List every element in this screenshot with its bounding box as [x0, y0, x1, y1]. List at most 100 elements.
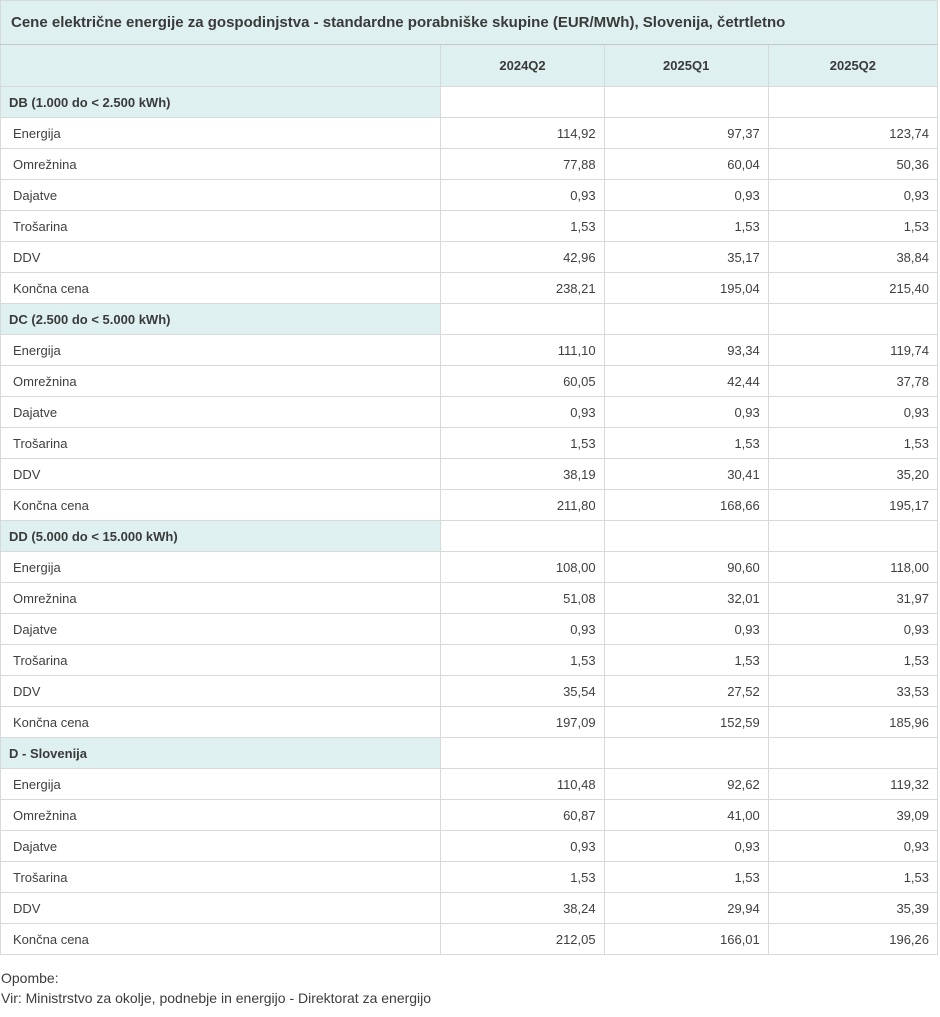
group-empty-cell	[440, 303, 605, 335]
group-header-row: D - Slovenija	[0, 737, 939, 769]
group-header-row: DD (5.000 do < 15.000 kWh)	[0, 520, 939, 552]
value-cell: 1,53	[603, 644, 769, 676]
value-cell: 1,53	[767, 861, 939, 893]
table-row: Omrežnina 77,88 60,04 50,36	[0, 148, 939, 180]
table-row: DDV 38,24 29,94 35,39	[0, 892, 939, 924]
row-label-cell: Trošarina	[0, 427, 442, 459]
value-cell: 168,66	[603, 489, 769, 521]
row-label-cell: Končna cena	[0, 923, 442, 955]
value-cell: 51,08	[440, 582, 605, 614]
group-empty-cell	[440, 86, 605, 118]
value-cell: 0,93	[440, 179, 605, 211]
value-cell: 195,17	[767, 489, 939, 521]
value-cell: 0,93	[603, 830, 769, 862]
price-table: Cene električne energije za gospodinjstv…	[0, 0, 939, 955]
value-cell: 0,93	[603, 179, 769, 211]
group-label-cell: DD (5.000 do < 15.000 kWh)	[0, 520, 442, 552]
value-cell: 37,78	[767, 365, 939, 397]
value-cell: 41,00	[603, 799, 769, 831]
table-row: Končna cena 212,05 166,01 196,26	[0, 923, 939, 955]
value-cell: 1,53	[440, 427, 605, 459]
row-label-cell: Energija	[0, 551, 442, 583]
value-cell: 215,40	[767, 272, 939, 304]
value-cell: 93,34	[603, 334, 769, 366]
value-cell: 119,32	[767, 768, 939, 800]
row-label-cell: Energija	[0, 768, 442, 800]
value-cell: 77,88	[440, 148, 605, 180]
row-label-cell: Trošarina	[0, 861, 442, 893]
value-cell: 35,20	[767, 458, 939, 490]
table-row: Končna cena 211,80 168,66 195,17	[0, 489, 939, 521]
value-cell: 1,53	[440, 210, 605, 242]
value-cell: 31,97	[767, 582, 939, 614]
value-cell: 35,39	[767, 892, 939, 924]
value-cell: 118,00	[767, 551, 939, 583]
table-row: Energija 110,48 92,62 119,32	[0, 768, 939, 800]
table-row: Trošarina 1,53 1,53 1,53	[0, 861, 939, 893]
group-empty-cell	[603, 520, 769, 552]
corner-cell	[0, 44, 442, 87]
value-cell: 30,41	[603, 458, 769, 490]
value-cell: 110,48	[440, 768, 605, 800]
value-cell: 0,93	[767, 613, 939, 645]
row-label-cell: Dajatve	[0, 613, 442, 645]
value-cell: 32,01	[603, 582, 769, 614]
value-cell: 1,53	[767, 644, 939, 676]
value-cell: 50,36	[767, 148, 939, 180]
value-cell: 211,80	[440, 489, 605, 521]
value-cell: 108,00	[440, 551, 605, 583]
value-cell: 114,92	[440, 117, 605, 149]
value-cell: 33,53	[767, 675, 939, 707]
group-label-cell: DC (2.500 do < 5.000 kWh)	[0, 303, 442, 335]
notes-label: Opombe:	[1, 970, 59, 986]
row-label-cell: DDV	[0, 458, 442, 490]
value-cell: 0,93	[767, 830, 939, 862]
row-label-cell: Omrežnina	[0, 148, 442, 180]
group-empty-cell	[603, 86, 769, 118]
row-label-cell: Končna cena	[0, 489, 442, 521]
value-cell: 119,74	[767, 334, 939, 366]
source-text: Vir: Ministrstvo za okolje, podnebje in …	[1, 990, 432, 1006]
row-label-cell: Trošarina	[0, 210, 442, 242]
row-label-cell: DDV	[0, 892, 442, 924]
value-cell: 212,05	[440, 923, 605, 955]
table-row: Končna cena 238,21 195,04 215,40	[0, 272, 939, 304]
row-label-cell: Končna cena	[0, 706, 442, 738]
row-label-cell: Energija	[0, 117, 442, 149]
row-label-cell: DDV	[0, 241, 442, 273]
value-cell: 166,01	[603, 923, 769, 955]
value-cell: 92,62	[603, 768, 769, 800]
group-label-cell: D - Slovenija	[0, 737, 442, 769]
column-header-2025q2: 2025Q2	[767, 44, 939, 87]
group-empty-cell	[767, 520, 939, 552]
column-header-row: 2024Q2 2025Q1 2025Q2	[0, 44, 939, 87]
column-header-2024q2: 2024Q2	[440, 44, 605, 87]
table-row: Dajatve 0,93 0,93 0,93	[0, 830, 939, 862]
value-cell: 238,21	[440, 272, 605, 304]
table-row: Omrežnina 60,87 41,00 39,09	[0, 799, 939, 831]
value-cell: 1,53	[603, 861, 769, 893]
table-row: DDV 38,19 30,41 35,20	[0, 458, 939, 490]
group-empty-cell	[440, 737, 605, 769]
group-header-row: DB (1.000 do < 2.500 kWh)	[0, 86, 939, 118]
group-empty-cell	[603, 303, 769, 335]
row-label-cell: Dajatve	[0, 830, 442, 862]
table-row: Energija 108,00 90,60 118,00	[0, 551, 939, 583]
value-cell: 123,74	[767, 117, 939, 149]
row-label-cell: Omrežnina	[0, 799, 442, 831]
title-row: Cene električne energije za gospodinjstv…	[0, 0, 938, 45]
group-label-cell: DB (1.000 do < 2.500 kWh)	[0, 86, 442, 118]
value-cell: 97,37	[603, 117, 769, 149]
value-cell: 0,93	[603, 396, 769, 428]
value-cell: 1,53	[440, 644, 605, 676]
value-cell: 1,53	[767, 210, 939, 242]
table-title: Cene električne energije za gospodinjstv…	[0, 0, 938, 45]
value-cell: 0,93	[767, 396, 939, 428]
value-cell: 38,19	[440, 458, 605, 490]
value-cell: 35,54	[440, 675, 605, 707]
value-cell: 0,93	[440, 613, 605, 645]
value-cell: 195,04	[603, 272, 769, 304]
row-label-cell: Energija	[0, 334, 442, 366]
value-cell: 1,53	[603, 210, 769, 242]
table-row: DDV 35,54 27,52 33,53	[0, 675, 939, 707]
